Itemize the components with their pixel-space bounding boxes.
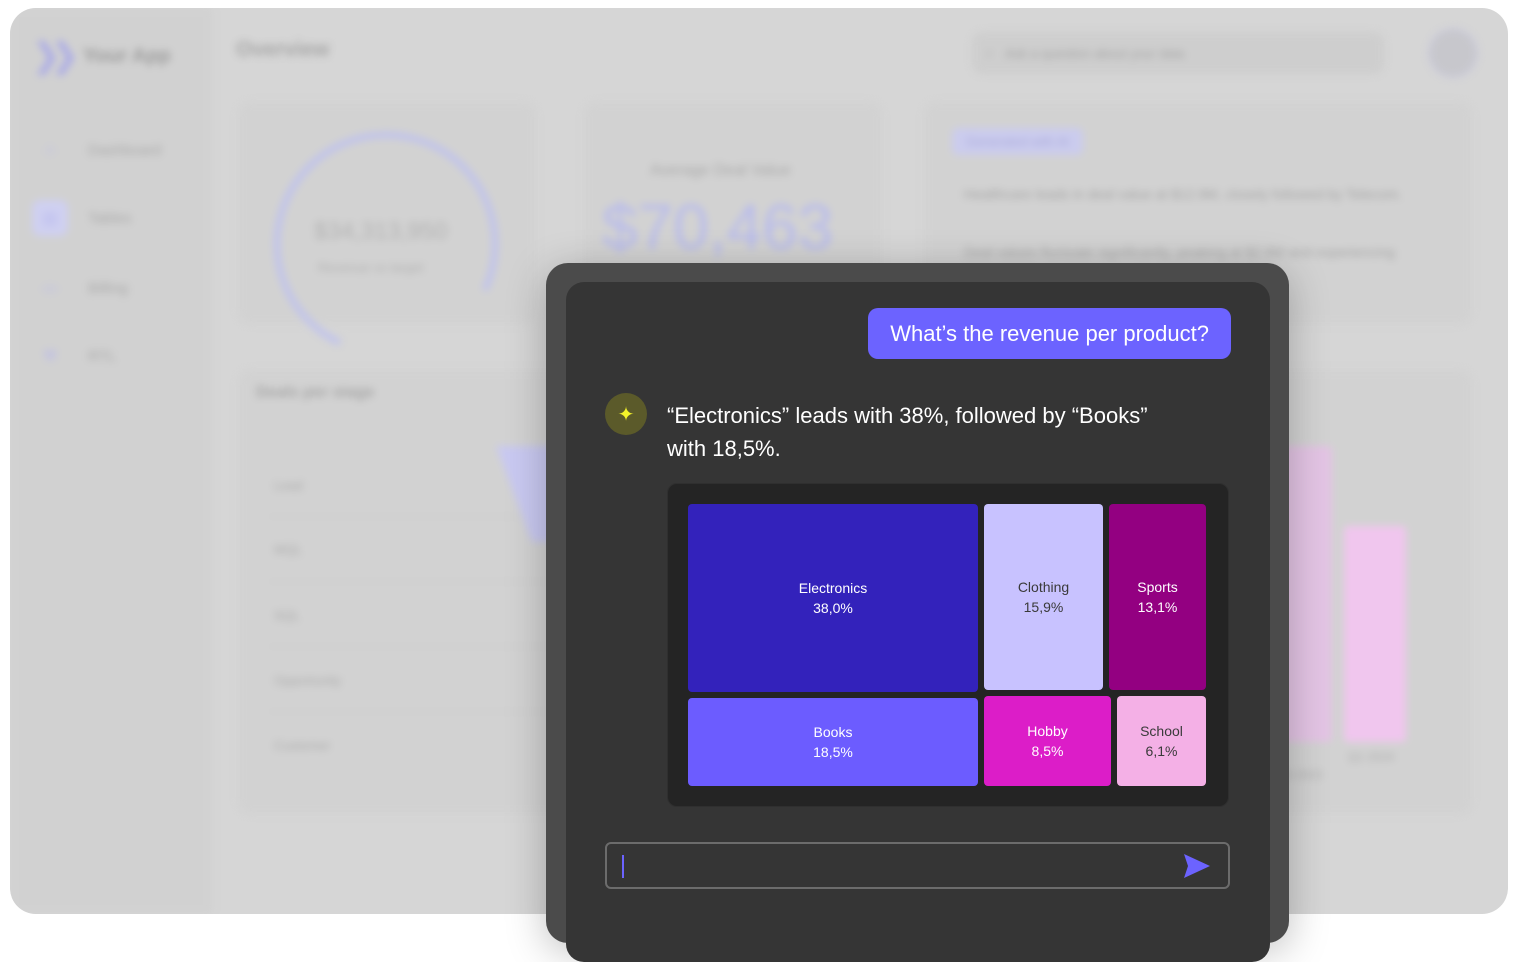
treemap-tile-books: Books 18,5% [688,698,978,786]
text-caret [622,855,624,878]
sidebar-item-rtl[interactable]: ⚒ RTL [32,338,116,374]
send-icon [1184,854,1210,878]
stage-label: MQL [274,542,303,557]
treemap-value-books: 18,5% [813,744,853,760]
deals-per-stage-title: Deals per stage [256,384,375,401]
average-deal-label: Average Deal Value [650,162,791,179]
sparkle-icon: ✦ [605,393,647,435]
treemap-chart: Electronics 38,0% Books 18,5% Clothing 15,9% S… [688,504,1206,786]
divider [268,646,558,647]
treemap-tile-hobby: Hobby 8,5% [984,696,1111,786]
deals-per-stage-card: Deals per stage Lead MQL SQL Opportunity… [238,370,578,814]
generated-with-ai-chip: Generated with AI [952,128,1084,155]
search-icon: ⌕ [986,45,994,60]
sidebar-item-dashboard[interactable]: ⌂ Dashboard [32,132,161,168]
divider [268,516,558,517]
table-icon: ▤ [32,200,68,236]
treemap-value-clothing: 15,9% [1024,599,1064,615]
avatar[interactable] [1428,28,1478,78]
chat-panel-frame: What’s the revenue per product? ✦ “Elect… [546,263,1289,962]
treemap-rect-clothing [984,504,1103,690]
stage-label: SQL [274,608,301,623]
treemap-label-books: Books [814,724,853,740]
treemap-value-school: 6,1% [1146,743,1178,759]
treemap-label-sports: Sports [1137,579,1177,595]
stage-label: Lead [274,478,303,493]
wrench-icon: ⚒ [42,348,58,365]
divider [268,711,558,712]
treemap-value-sports: 13,1% [1138,599,1178,615]
user-message-bubble: What’s the revenue per product? [868,308,1231,359]
sidebar: ❯❯ Your App ⌂ Dashboard ▤ Tables ▭ Billi… [10,8,212,914]
sidebar-item-label: Dashboard [88,141,162,159]
sidebar-item-label: RTL [88,347,117,365]
stage-label: Opportunity [274,673,342,688]
bar [1344,526,1406,742]
billing-icon: ▭ [42,280,58,297]
search-bar[interactable]: ⌕ Ask a question about your data [972,32,1384,74]
treemap-rect-sports [1109,504,1206,690]
page-title: Overview [236,38,330,61]
sidebar-item-billing[interactable]: ▭ Billing [32,270,128,306]
sidebar-item-label: Tables [88,209,132,227]
treemap-tile-clothing: Clothing 15,9% [984,504,1103,690]
app-name: Your App [82,44,171,67]
treemap-tile-electronics: Electronics 38,0% [688,504,978,692]
treemap-chart-panel: Electronics 38,0% Books 18,5% Clothing 15,9% S… [667,483,1229,807]
x-tick-label: Q1 2024 [1348,750,1395,764]
ai-response-text: “Electronics” leads with 38%, followed b… [667,403,1148,461]
treemap-value-electronics: 38,0% [813,600,853,616]
sidebar-item-label: Billing [88,279,129,297]
revenue-value: $34,313,950 [314,218,448,245]
treemap-tile-sports: Sports 13,1% [1109,504,1206,690]
treemap-label-hobby: Hobby [1027,723,1067,739]
treemap-rect-books [688,698,978,786]
revenue-card: $34,313,950 Revenue vs target [238,100,536,388]
treemap-value-hobby: 8,5% [1032,743,1064,759]
stage-label: Customer [274,738,331,753]
treemap-rect-hobby [984,696,1111,786]
revenue-label: Revenue vs target [318,260,424,275]
treemap-label-school: School [1140,723,1183,739]
divider [268,581,558,582]
search-placeholder: Ask a question about your data [1005,45,1185,61]
treemap-rect-electronics [688,504,978,692]
chat-panel: What’s the revenue per product? ✦ “Elect… [566,282,1270,962]
treemap-label-electronics: Electronics [799,580,867,596]
sidebar-item-tables[interactable]: ▤ Tables [32,200,131,236]
treemap-rect-school [1117,696,1206,786]
home-icon: ⌂ [45,141,55,158]
app-logo: ❯❯ Your App [32,36,171,76]
chat-input[interactable] [605,842,1230,889]
treemap-tile-school: School 6,1% [1117,696,1206,786]
average-deal-value: $70,463 [602,191,834,263]
treemap-label-clothing: Clothing [1018,579,1069,595]
logo-icon: ❯❯ [32,37,79,75]
send-button[interactable] [1182,852,1212,880]
insight-bullet: Healthcare leads in deal value at $12.9M… [964,186,1402,202]
